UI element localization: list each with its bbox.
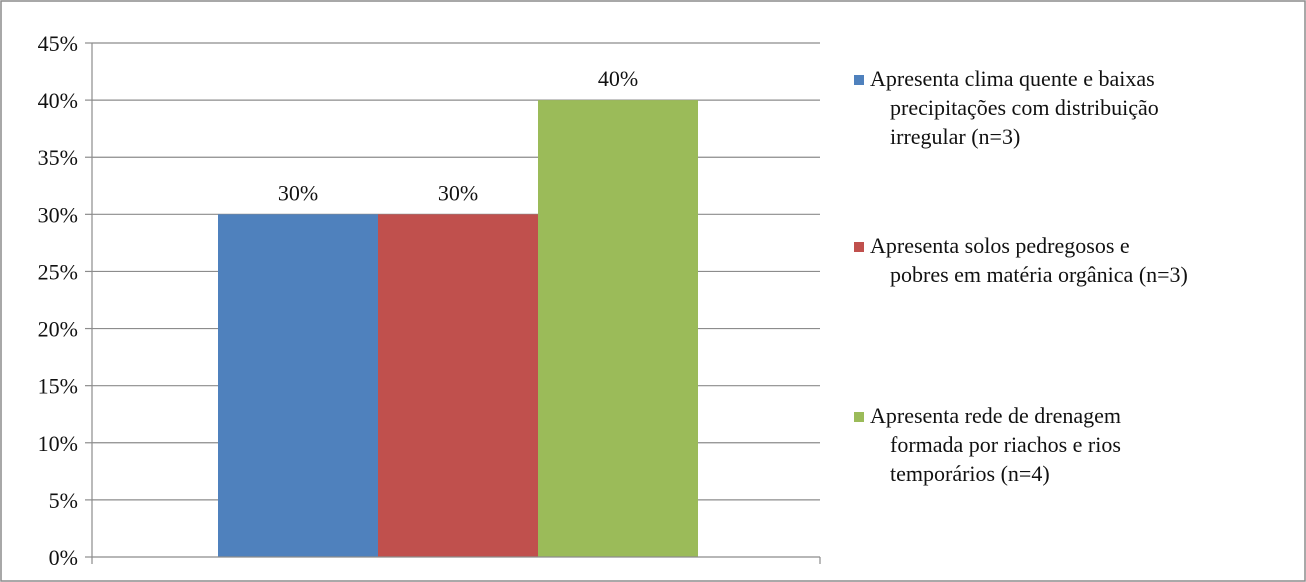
bar-data-label: 30% <box>278 180 318 205</box>
legend-swatch <box>854 412 864 422</box>
legend-entry-line: pobres em matéria orgânica (n=3) <box>890 262 1188 287</box>
legend-entry: Apresenta rede de drenagem formada por ri… <box>870 403 1121 486</box>
data-labels: 30% 30% 40% <box>278 66 638 205</box>
bar <box>218 214 378 558</box>
bar <box>538 100 698 557</box>
y-tick-label: 5% <box>49 488 78 513</box>
legend-swatch <box>854 242 864 252</box>
bar <box>378 214 538 558</box>
legend-entry: Apresenta solos pedregosos e pobres em ma… <box>870 233 1188 287</box>
legend-entry-line: formada por riachos e rios <box>890 432 1121 457</box>
legend-entry-line: temporários (n=4) <box>890 461 1050 486</box>
y-tick-label: 40% <box>38 88 78 113</box>
y-tick-label: 25% <box>38 259 78 284</box>
legend-entry-line: precipitações com distribuição <box>890 95 1159 120</box>
axes: 0% 5% 10% 15% 20% 25% 30% 35% 40% 45% <box>38 31 821 570</box>
bar-data-label: 30% <box>438 180 478 205</box>
y-tick-label: 20% <box>38 317 78 342</box>
bars <box>218 100 698 558</box>
bar-data-label: 40% <box>598 66 638 91</box>
y-tick-label: 30% <box>38 202 78 227</box>
y-tick-label: 35% <box>38 145 78 170</box>
legend-entry-line: Apresenta rede de drenagem <box>870 403 1121 428</box>
legend-entry-line: irregular (n=3) <box>890 124 1020 149</box>
y-tick-label: 15% <box>38 374 78 399</box>
y-tick-label: 10% <box>38 431 78 456</box>
y-tick-label: 0% <box>49 545 78 570</box>
legend-swatch <box>854 75 864 85</box>
legend-entry-line: Apresenta solos pedregosos e <box>870 233 1130 258</box>
legend-entry-line: Apresenta clima quente e baixas <box>870 66 1155 91</box>
legend-entry: Apresenta clima quente e baixas precipita… <box>870 66 1159 149</box>
legend: Apresenta clima quente e baixas precipita… <box>854 66 1188 486</box>
y-tick-label: 45% <box>38 31 78 56</box>
